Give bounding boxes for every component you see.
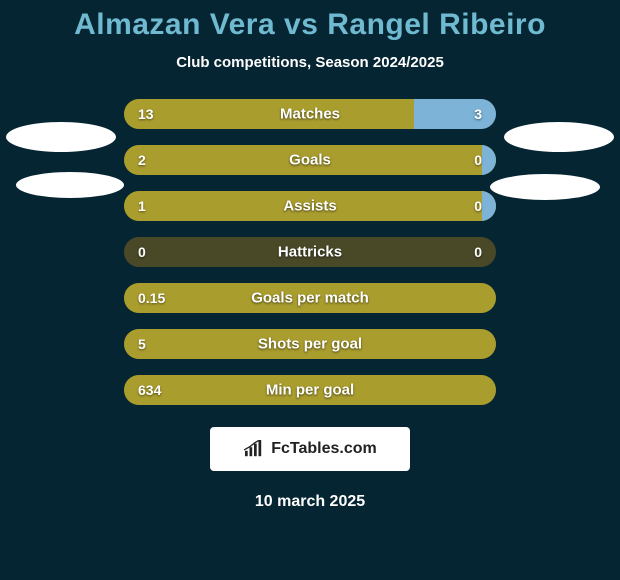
stat-label: Shots per goal [258,336,362,353]
stat-row: 0 0 Hattricks [124,237,496,267]
player-left-name: Almazan Vera [74,8,275,41]
stat-value-left: 2 [138,152,146,168]
title-vs: vs [284,8,318,41]
stat-value-right: 0 [474,152,482,168]
stat-label: Goals per match [251,290,369,307]
stat-row: 2 0 Goals [124,145,496,175]
title: Almazan Vera vs Rangel Ribeiro [0,8,620,42]
stat-label: Assists [283,198,336,215]
stat-value-left: 634 [138,382,161,398]
stat-value-right: 0 [474,244,482,260]
chart-icon [243,440,265,458]
stat-row: 1 0 Assists [124,191,496,221]
stat-bar-left [124,99,414,129]
attribution-text: FcTables.com [271,440,377,458]
date: 10 march 2025 [0,493,620,511]
player-right-name: Rangel Ribeiro [327,8,546,41]
stat-bar-right [482,145,496,175]
stat-value-left: 0.15 [138,290,165,306]
stat-row: 13 3 Matches [124,99,496,129]
stat-rows: 13 3 Matches 2 0 Goals 1 0 Assists 0 0 Hattricks 0.1… [124,99,496,405]
club-badge-right-2 [490,174,600,200]
stat-label: Min per goal [266,382,354,399]
stat-bar-right [414,99,496,129]
comparison-card: Almazan Vera vs Rangel Ribeiro Club comp… [0,0,620,580]
stat-row: 634 Min per goal [124,375,496,405]
stat-value-left: 0 [138,244,146,260]
stat-row: 0.15 Goals per match [124,283,496,313]
attribution: FcTables.com [210,427,410,471]
stat-label: Hattricks [278,244,342,261]
stat-row: 5 Shots per goal [124,329,496,359]
stat-value-left: 1 [138,198,146,214]
stat-value-right: 3 [474,106,482,122]
club-badge-right-1 [504,122,614,152]
stat-bar-right [482,191,496,221]
stat-value-left: 13 [138,106,154,122]
stat-label: Matches [280,106,340,123]
stat-value-right: 0 [474,198,482,214]
club-badge-left-2 [16,172,124,198]
club-badge-left-1 [6,122,116,152]
subtitle: Club competitions, Season 2024/2025 [0,54,620,71]
stat-label: Goals [289,152,331,169]
stat-value-left: 5 [138,336,146,352]
